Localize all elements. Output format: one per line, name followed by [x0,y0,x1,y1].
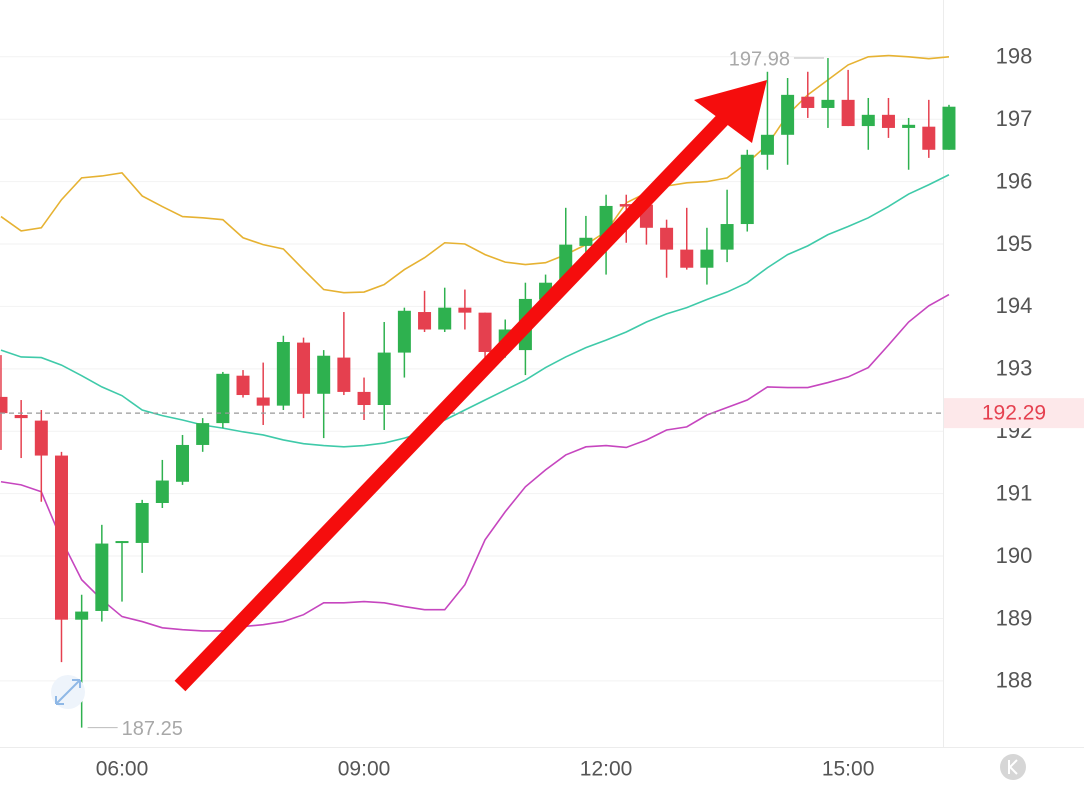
candle-body [276,341,290,406]
candle-body [337,357,351,392]
band-line [0,174,950,448]
y-tick-label: 188 [996,668,1033,693]
candle-body [660,227,674,250]
x-tick-label: 06:00 [96,758,149,781]
y-tick-label: 194 [996,293,1033,318]
candle-body [760,134,774,155]
overlay: 192.29 197.98 187.25 [0,48,1084,740]
candle-body [881,114,895,128]
candle-body [418,312,432,330]
price-label-bg [944,398,1084,429]
band-line [0,293,950,632]
candle-body [458,307,472,313]
candle-body [720,224,734,250]
candle-body [922,126,936,150]
candle-body [478,312,492,352]
candle-body [95,543,109,611]
candle-body [902,124,916,128]
annotation-label: 197.98 [729,48,790,70]
candle-body [680,249,694,268]
candle-body [740,154,754,225]
x-tick-label: 15:00 [822,758,875,781]
trend-arrow [174,80,767,692]
y-tick-label: 196 [996,168,1033,193]
candle-body [0,396,8,414]
y-tick-label: 195 [996,231,1033,256]
arrow-head [694,80,767,143]
y-tick-label: 189 [996,605,1033,630]
candle-body [942,106,956,150]
expand-icon[interactable] [51,675,85,709]
candle-body [115,541,129,544]
candle-body [14,415,28,419]
candle-body [619,204,633,207]
x-tick-label: 09:00 [338,758,391,781]
candle-body [196,423,210,445]
candle-body [34,420,48,456]
y-tick-label: 193 [996,356,1033,381]
icon-glyph [55,679,81,705]
price-label: 192.29 [982,402,1046,425]
candle-body [176,444,190,482]
candle-body [75,611,89,620]
annotation-label: 187.25 [122,718,183,740]
candle-body [841,99,855,127]
button-glyph [1008,759,1018,775]
candle-body [155,480,169,503]
candle-body [216,373,230,424]
y-tick-label: 191 [996,480,1033,505]
candle-body [135,502,149,543]
button-bg [1000,754,1026,780]
y-tick-label: 197 [996,106,1033,131]
candle-body [821,99,835,108]
k-button[interactable] [1000,754,1026,780]
candle-body [700,249,714,268]
candle-body [54,455,68,620]
x-tick-label: 12:00 [580,758,633,781]
candle-body [397,310,411,353]
candle-body [438,307,452,330]
candle-body [579,237,593,246]
y-tick-label: 198 [996,44,1033,69]
candle-body [801,96,815,108]
candle-body [297,342,311,394]
candle-body [236,375,250,396]
candle-body [317,355,331,394]
candle-body [256,397,270,406]
y-tick-label: 190 [996,543,1033,568]
candle-body [377,352,391,406]
candle-body [781,94,795,135]
candle-body [357,391,371,406]
arrow-shaft [174,108,734,692]
candle-body [861,114,875,127]
